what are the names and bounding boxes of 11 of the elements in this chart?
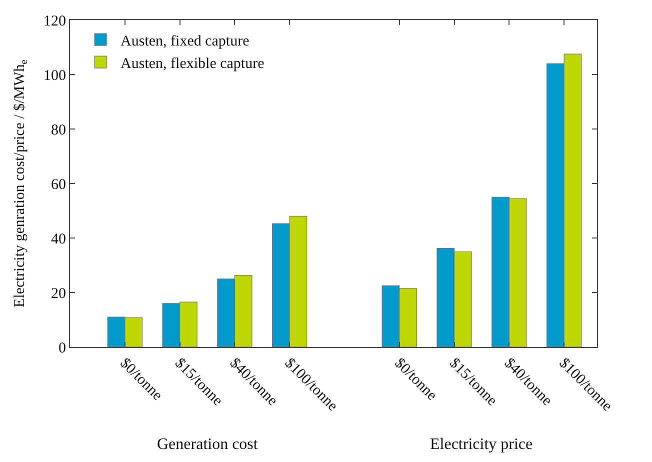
y-tick-label: 0 <box>58 340 66 356</box>
text: Generation cost <box>157 436 258 453</box>
y-tick-label: 100 <box>44 68 66 84</box>
y-tick-label: 120 <box>44 13 66 30</box>
y-tick-label: 40 <box>51 231 66 248</box>
text: Electricity price <box>430 436 533 453</box>
y-tick-label: 20 <box>51 286 66 302</box>
y-tick-label: 80 <box>51 122 66 138</box>
y-tick-label: 60 <box>51 176 66 193</box>
legend-label: Austen, fixed capture <box>120 33 250 50</box>
legend-label: Austen, flexible capture <box>120 56 265 72</box>
